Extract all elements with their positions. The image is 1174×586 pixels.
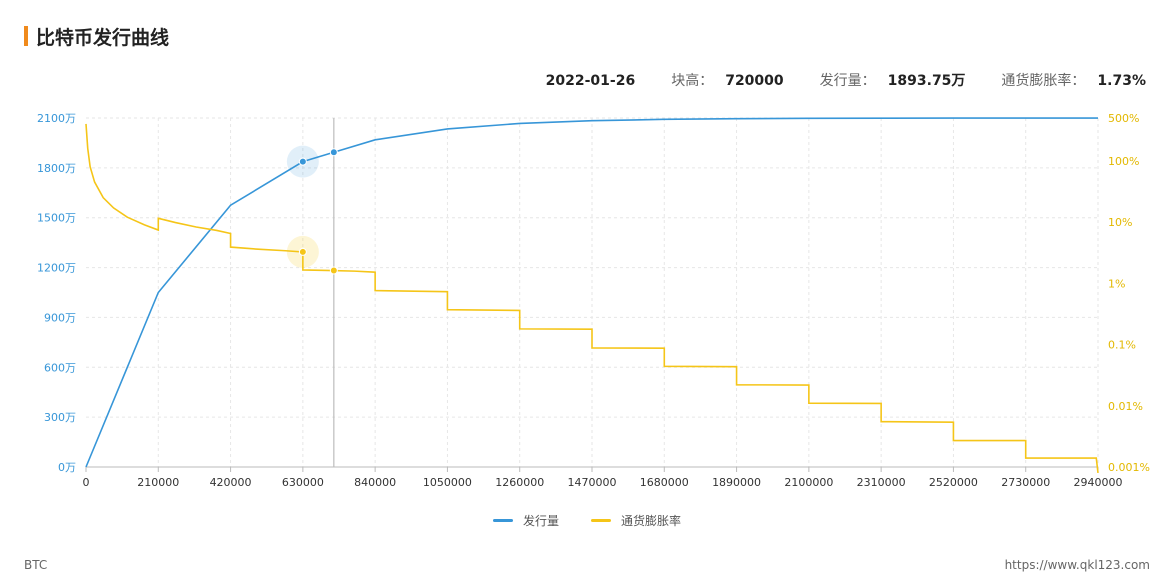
tooltip-info-bar: 2022-01-26 块高： 720000 发行量： 1893.75万 通货膨胀… xyxy=(546,70,1146,90)
inflation-data-point xyxy=(298,247,307,256)
y-left-tick-label: 300万 xyxy=(44,411,76,424)
y-left-tick-label: 1200万 xyxy=(37,262,76,275)
title-block: 比特币发行曲线 xyxy=(24,24,170,49)
y-right-tick-label: 500% xyxy=(1108,112,1139,125)
x-tick-label: 0 xyxy=(83,476,90,489)
info-supply-value: 1893.75万 xyxy=(887,73,966,89)
x-tick-label: 630000 xyxy=(282,476,324,489)
x-tick-label: 1680000 xyxy=(640,476,689,489)
x-tick-label: 2100000 xyxy=(784,476,833,489)
x-tick-label: 840000 xyxy=(354,476,396,489)
x-tick-label: 2310000 xyxy=(857,476,906,489)
legend-inflation-label: 通货膨胀率 xyxy=(621,514,682,528)
y-right-tick-label: 10% xyxy=(1108,216,1132,229)
info-block-label: 块高： xyxy=(671,73,714,89)
inflation-data-point xyxy=(329,266,338,275)
page-title: 比特币发行曲线 xyxy=(36,26,170,49)
x-tick-label: 420000 xyxy=(210,476,252,489)
title-accent-bar xyxy=(24,26,28,46)
x-tick-label: 2730000 xyxy=(1001,476,1050,489)
supply-data-point xyxy=(298,157,307,166)
y-left-tick-label: 600万 xyxy=(44,361,76,374)
y-right-tick-label: 100% xyxy=(1108,155,1139,168)
y-left-tick-label: 0万 xyxy=(58,461,76,474)
y-right-tick-label: 0.01% xyxy=(1108,400,1143,413)
footer-coin-label: BTC xyxy=(24,558,48,572)
info-inflation-value: 1.73% xyxy=(1097,73,1146,89)
y-left-tick-label: 900万 xyxy=(44,311,76,324)
x-tick-label: 2940000 xyxy=(1074,476,1123,489)
y-left-tick-label: 2100万 xyxy=(37,112,76,125)
x-tick-label: 1050000 xyxy=(423,476,472,489)
inflation-series-line xyxy=(85,123,1099,474)
legend-inflation-line-icon xyxy=(591,519,611,522)
legend-item-inflation[interactable]: 通货膨胀率 xyxy=(591,512,681,529)
chart-legend: 发行量 通货膨胀率 xyxy=(0,512,1174,529)
y-right-tick-label: 0.001% xyxy=(1108,461,1150,474)
info-supply-label: 发行量： xyxy=(819,73,876,89)
y-left-tick-label: 1500万 xyxy=(37,212,76,225)
info-date: 2022-01-26 xyxy=(545,73,636,89)
legend-supply-label: 发行量 xyxy=(522,514,559,528)
legend-item-supply[interactable]: 发行量 xyxy=(492,512,559,529)
y-left-tick-label: 1800万 xyxy=(37,162,76,175)
info-block-value: 720000 xyxy=(725,73,784,89)
x-tick-label: 1260000 xyxy=(495,476,544,489)
x-tick-label: 1470000 xyxy=(568,476,617,489)
y-right-tick-label: 1% xyxy=(1108,277,1125,290)
legend-supply-line-icon xyxy=(492,519,513,522)
info-inflation-label: 通货膨胀率： xyxy=(1001,73,1086,89)
x-tick-label: 1890000 xyxy=(712,476,761,489)
footer-source-url[interactable]: https://www.qkl123.com xyxy=(1004,558,1150,572)
x-tick-label: 2520000 xyxy=(929,476,978,489)
supply-series-line xyxy=(85,117,1099,468)
supply-data-point xyxy=(329,148,338,157)
y-right-tick-label: 0.1% xyxy=(1108,339,1136,352)
x-tick-label: 210000 xyxy=(137,476,179,489)
